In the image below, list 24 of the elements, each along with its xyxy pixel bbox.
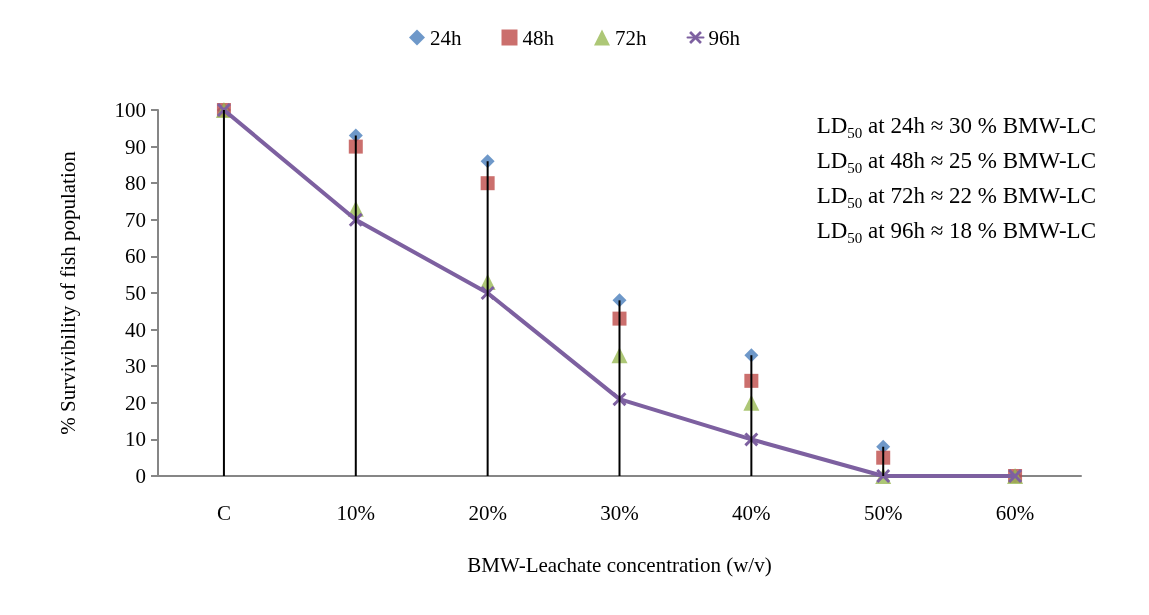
legend-label: 72h <box>615 25 647 50</box>
legend-label: 96h <box>708 25 741 50</box>
y-tick-label: 40 <box>125 317 146 342</box>
y-tick-label: 80 <box>125 171 146 196</box>
legend-label: 48h <box>522 25 555 50</box>
y-tick-label: 70 <box>125 207 146 232</box>
x-tick-label: C <box>216 500 231 525</box>
y-tick-label: 100 <box>114 98 146 122</box>
y-tick-label: 90 <box>125 134 146 159</box>
x-tick-label: 20% <box>468 500 507 525</box>
y-axis-title: % Survivibility of fish population <box>55 150 80 435</box>
y-tick-label: 60 <box>125 244 146 269</box>
y-tick-label: 30 <box>125 354 146 379</box>
y-tick-label: 0 <box>135 464 146 488</box>
x-tick-label: 60% <box>995 500 1035 525</box>
y-tick-label: 20 <box>125 390 146 415</box>
x-tick-label: 10% <box>336 500 376 525</box>
legend-label: 24h <box>430 25 462 50</box>
x-axis-title: BMW-Leachate concentration (w/v) <box>467 552 772 577</box>
x-tick-label: 40% <box>732 500 771 525</box>
y-tick-label: 50 <box>125 281 146 305</box>
y-tick-label: 10 <box>125 427 146 452</box>
x-tick-label: 50% <box>863 500 903 525</box>
x-tick-label: 30% <box>600 500 639 525</box>
